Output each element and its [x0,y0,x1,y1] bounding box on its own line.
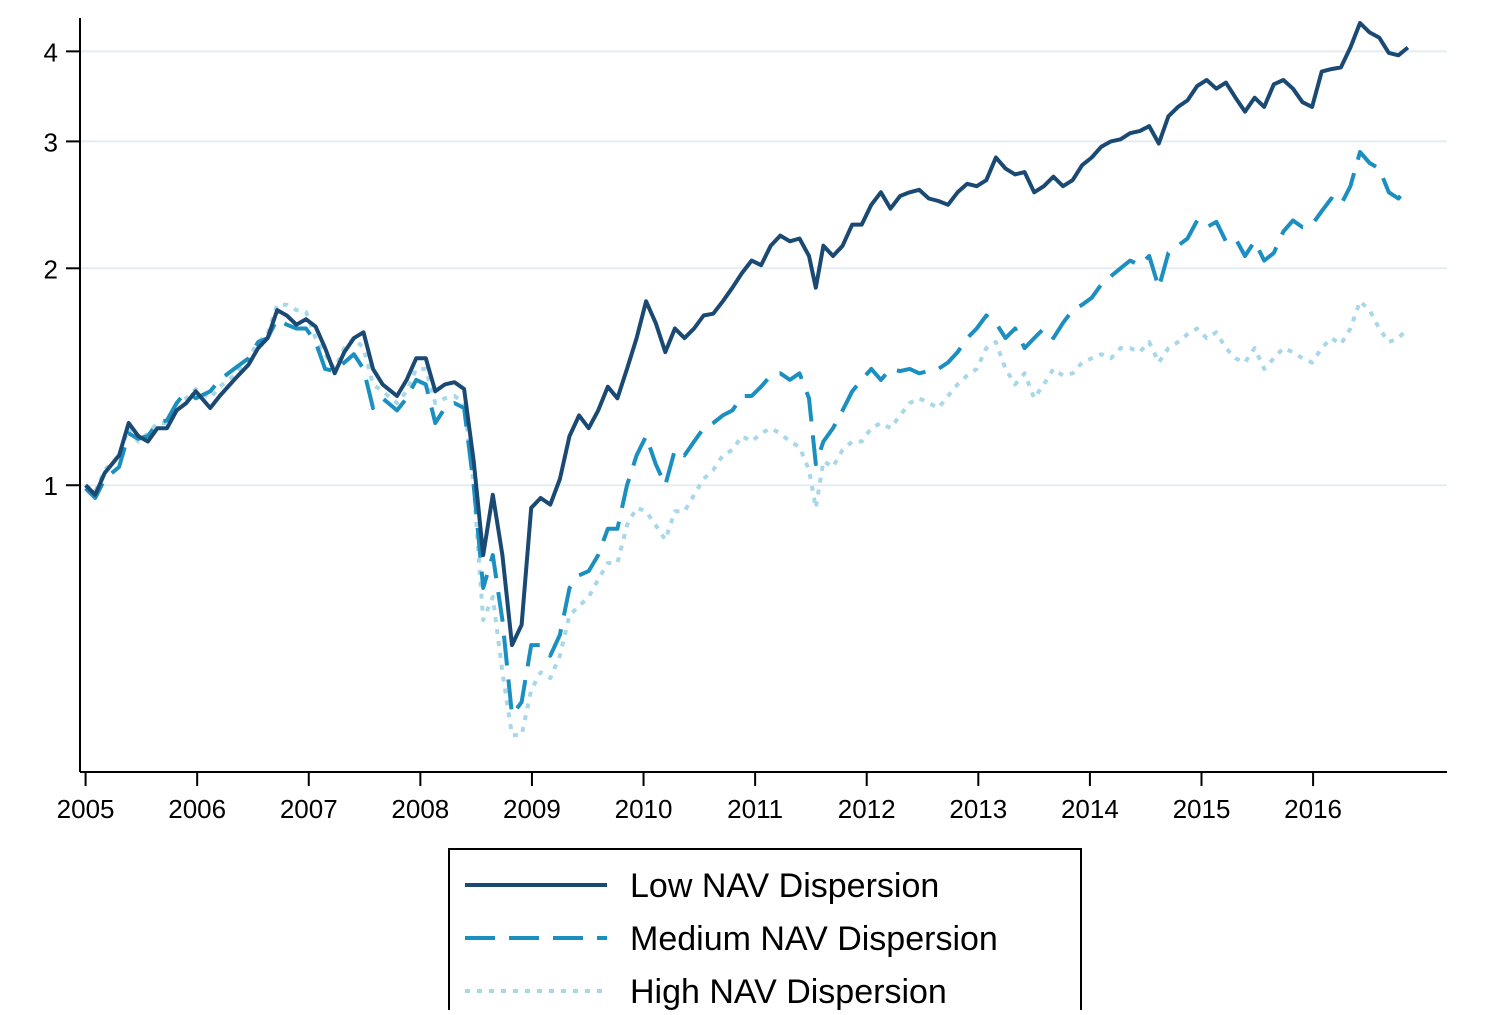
x-tick-label: 2016 [1284,794,1342,824]
series-line-medium-nav-dispersion [84,150,1410,717]
y-tick-label: 2 [44,254,58,284]
x-tick-label: 2005 [57,794,115,824]
x-tick-label: 2011 [727,794,783,824]
legend-label: Medium NAV Dispersion [630,920,998,958]
y-tick-label: 1 [44,471,58,501]
series-line-high-nav-dispersion [84,299,1410,738]
x-tick-label: 2006 [168,794,226,824]
gridlines [80,50,1447,487]
x-tick-label: 2009 [503,794,561,824]
x-ticks: 2005 2006 2007 2008 2009 2010 2011 2012 2013 2014… [57,772,1342,824]
x-tick-label: 2015 [1173,794,1231,824]
x-tick-label: 2012 [838,794,896,824]
x-tick-label: 2008 [391,794,449,824]
axes [79,18,1447,773]
y-ticks: 1 2 3 4 [44,37,80,501]
x-tick-label: 2007 [280,794,338,824]
x-tick-label: 2014 [1061,794,1119,824]
series-lines [84,21,1410,738]
legend-label: High NAV Dispersion [630,973,947,1010]
y-tick-label: 4 [44,37,58,67]
legend: Low NAV Dispersion Medium NAV Dispersion H… [448,848,1082,1015]
series-line-low-nav-dispersion [84,21,1410,648]
legend-label: Low NAV Dispersion [630,867,939,905]
x-tick-label: 2013 [949,794,1007,824]
y-tick-label: 3 [44,127,58,157]
x-tick-label: 2010 [615,794,673,824]
legend-box [448,848,1082,1015]
